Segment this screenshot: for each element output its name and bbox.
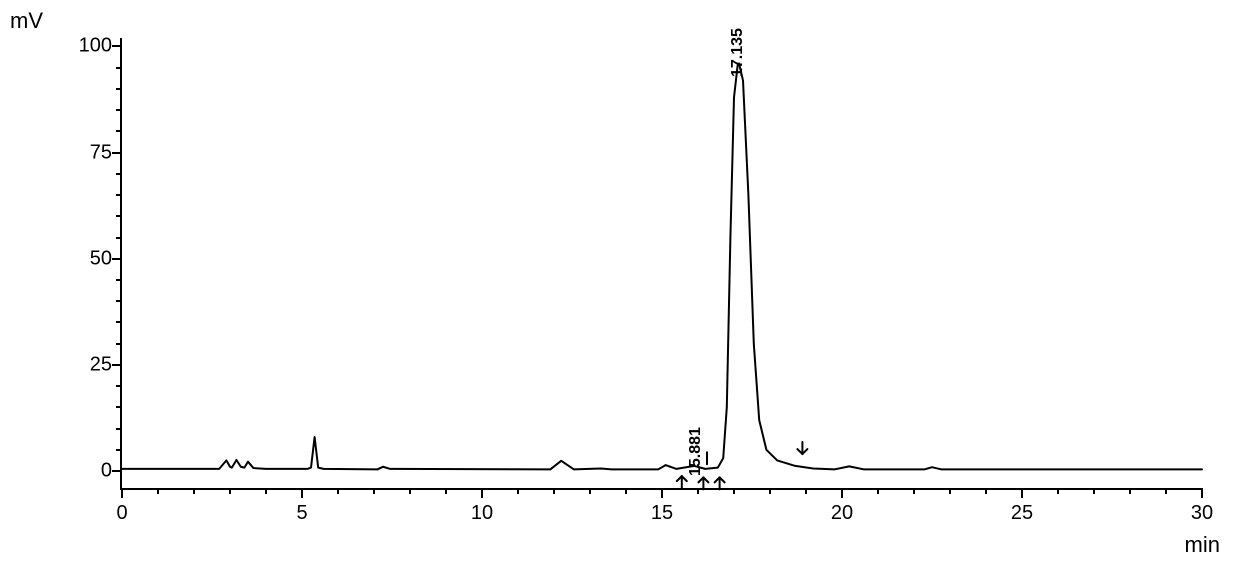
y-tick-label: 100: [62, 35, 112, 58]
y-tick-label: 50: [62, 247, 112, 270]
y-tick-minor: [116, 130, 122, 132]
x-tick-minor: [1093, 488, 1095, 494]
x-tick-label: 0: [116, 502, 127, 525]
y-tick-minor: [116, 300, 122, 302]
x-tick-minor: [913, 488, 915, 494]
x-tick-minor: [805, 488, 807, 494]
peak-retention-label: 15.881: [687, 427, 705, 476]
integration-marker: [677, 476, 687, 488]
x-tick-label: 15: [651, 502, 673, 525]
y-tick-major: [112, 470, 122, 472]
x-tick-major: [1021, 488, 1023, 498]
x-tick-minor: [769, 488, 771, 494]
y-tick-label: 25: [62, 353, 112, 376]
y-tick-minor: [116, 215, 122, 217]
y-tick-minor: [116, 428, 122, 430]
x-tick-label: 20: [831, 502, 853, 525]
x-tick-minor: [337, 488, 339, 494]
x-tick-minor: [157, 488, 159, 494]
x-tick-minor: [949, 488, 951, 494]
y-tick-minor: [116, 385, 122, 387]
x-tick-minor: [265, 488, 267, 494]
x-tick-minor: [697, 488, 699, 494]
integration-marker: [797, 442, 807, 454]
x-tick-minor: [589, 488, 591, 494]
integration-marker: [698, 477, 708, 489]
y-tick-minor: [116, 88, 122, 90]
y-tick-label: 0: [62, 460, 112, 483]
y-tick-minor: [116, 237, 122, 239]
x-tick-minor: [373, 488, 375, 494]
x-tick-label: 25: [1011, 502, 1033, 525]
x-tick-label: 30: [1191, 502, 1213, 525]
x-tick-minor: [733, 488, 735, 494]
y-tick-minor: [116, 321, 122, 323]
y-tick-minor: [116, 343, 122, 345]
x-tick-minor: [553, 488, 555, 494]
y-tick-minor: [116, 449, 122, 451]
x-tick-major: [661, 488, 663, 498]
x-tick-major: [841, 488, 843, 498]
x-tick-minor: [229, 488, 231, 494]
x-tick-minor: [445, 488, 447, 494]
x-tick-minor: [877, 488, 879, 494]
x-tick-minor: [517, 488, 519, 494]
x-tick-label: 5: [296, 502, 307, 525]
integration-marker: [715, 477, 725, 489]
trace-line: [122, 63, 1202, 469]
x-tick-label: 10: [471, 502, 493, 525]
y-tick-major: [112, 364, 122, 366]
y-tick-minor: [116, 406, 122, 408]
x-tick-minor: [1165, 488, 1167, 494]
y-tick-minor: [116, 194, 122, 196]
chromatogram-frame: mV min 025507510005101520253015.88117.13…: [0, 0, 1240, 564]
y-tick-minor: [116, 109, 122, 111]
y-tick-minor: [116, 279, 122, 281]
y-tick-major: [112, 152, 122, 154]
y-axis-unit-label: mV: [10, 8, 43, 34]
x-axis-unit-label: min: [1185, 532, 1220, 558]
x-tick-minor: [1129, 488, 1131, 494]
x-tick-major: [481, 488, 483, 498]
x-tick-minor: [409, 488, 411, 494]
y-tick-major: [112, 258, 122, 260]
y-tick-major: [112, 45, 122, 47]
x-tick-minor: [193, 488, 195, 494]
x-tick-minor: [985, 488, 987, 494]
x-tick-minor: [1057, 488, 1059, 494]
x-tick-major: [121, 488, 123, 498]
chromatogram-plot: 025507510005101520253015.88117.135: [120, 38, 1202, 490]
y-tick-minor: [116, 67, 122, 69]
chromatogram-trace: [122, 38, 1202, 488]
x-tick-minor: [625, 488, 627, 494]
y-tick-label: 75: [62, 141, 112, 164]
x-tick-major: [1201, 488, 1203, 498]
peak-retention-label: 17.135: [729, 28, 747, 77]
y-tick-minor: [116, 173, 122, 175]
x-tick-major: [301, 488, 303, 498]
